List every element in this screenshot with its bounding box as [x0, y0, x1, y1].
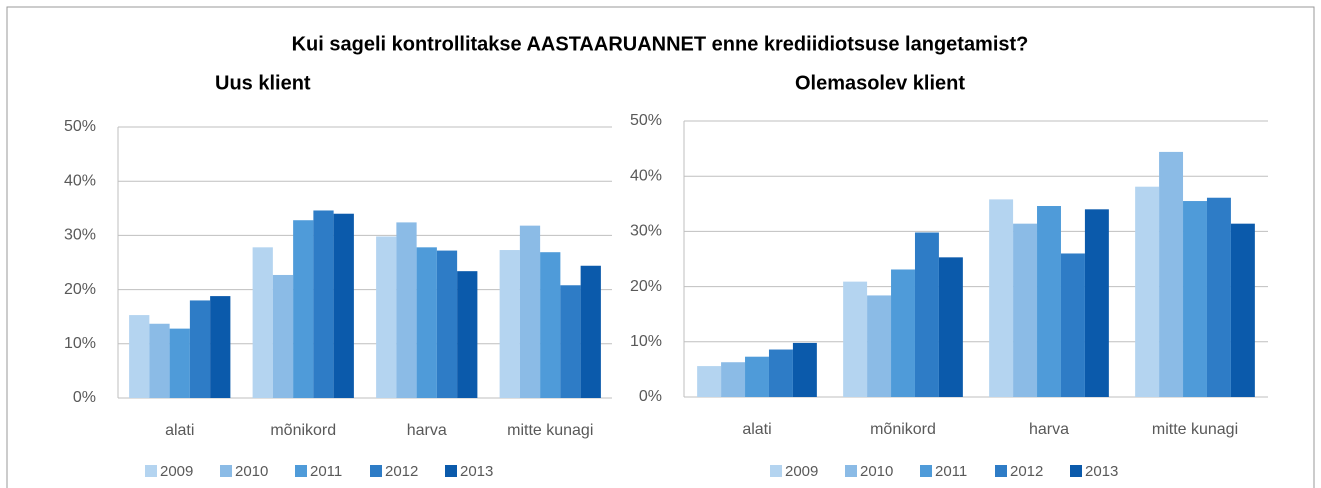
bar [843, 281, 868, 397]
x-tick-label: alati [742, 421, 771, 438]
bar [210, 296, 231, 398]
bar [129, 315, 150, 398]
y-tick-label: 40% [630, 167, 662, 184]
bar [313, 210, 334, 398]
bar [580, 265, 601, 398]
x-tick-label: alati [165, 422, 194, 439]
legend-swatch [770, 465, 782, 477]
bar [293, 220, 314, 398]
frame [6, 6, 1315, 488]
bar [149, 323, 170, 398]
x-tick-label: harva [407, 422, 447, 439]
bar [1060, 253, 1085, 397]
y-tick-label: 20% [64, 281, 96, 298]
bar [396, 222, 417, 398]
x-tick-label: mõnikord [870, 421, 936, 438]
bar [891, 269, 915, 397]
legend-swatch [1070, 465, 1082, 477]
bar [1037, 206, 1061, 397]
bar [1135, 186, 1160, 397]
legend-label: 2011 [935, 463, 967, 480]
bar [1084, 209, 1109, 397]
bar [1206, 197, 1231, 397]
legend-label: 2012 [385, 463, 418, 480]
bar [189, 300, 211, 398]
bar [333, 213, 354, 398]
bar [721, 362, 746, 397]
bar [540, 252, 561, 398]
bar [867, 295, 892, 397]
bar [697, 366, 722, 397]
legend-swatch [370, 465, 382, 477]
bar [169, 328, 190, 398]
y-tick-label: 0% [639, 388, 662, 405]
bar [938, 257, 963, 397]
bar [499, 250, 520, 398]
legend-label: 2009 [785, 463, 818, 480]
y-tick-label: 30% [630, 223, 662, 240]
legend-swatch [145, 465, 157, 477]
y-tick-label: 50% [64, 118, 96, 135]
y-tick-label: 40% [64, 172, 96, 189]
bar [252, 247, 273, 398]
x-tick-label: mitte kunagi [507, 422, 593, 439]
bar [792, 342, 817, 397]
legend-label: 2013 [1085, 463, 1118, 480]
legend-label: 2009 [160, 463, 193, 480]
subchart-title: Uus klient [215, 72, 311, 94]
bar [1159, 151, 1184, 397]
legend-swatch [845, 465, 857, 477]
legend-swatch [295, 465, 307, 477]
legend-label: 2013 [460, 463, 493, 480]
y-tick-label: 30% [64, 227, 96, 244]
legend-label: 2010 [235, 463, 268, 480]
legend-label: 2010 [860, 463, 893, 480]
bar [1183, 201, 1207, 397]
y-tick-label: 50% [630, 112, 662, 129]
bar [560, 285, 581, 398]
subchart-title: Olemasolev klient [795, 72, 965, 94]
legend-swatch [220, 465, 232, 477]
y-tick-label: 10% [630, 333, 662, 350]
bar [416, 247, 437, 398]
bar [376, 236, 397, 398]
bar [989, 199, 1014, 397]
bar [914, 232, 939, 397]
bar [272, 274, 294, 398]
x-tick-label: mitte kunagi [1152, 421, 1238, 438]
y-tick-label: 0% [73, 389, 96, 406]
bar [768, 349, 793, 397]
y-tick-label: 10% [64, 335, 96, 352]
bar [745, 356, 769, 397]
bar [1230, 223, 1255, 397]
legend-swatch [445, 465, 457, 477]
legend-swatch [995, 465, 1007, 477]
legend-swatch [920, 465, 932, 477]
legend-label: 2011 [310, 463, 342, 480]
bar [1013, 223, 1038, 397]
bar [519, 225, 541, 398]
bar [436, 250, 458, 398]
y-tick-label: 20% [630, 278, 662, 295]
legend-label: 2012 [1010, 463, 1043, 480]
x-tick-label: harva [1029, 421, 1069, 438]
bar [457, 271, 478, 398]
x-tick-label: mõnikord [270, 422, 336, 439]
chart-title: Kui sageli kontrollitakse AASTAARUANNET … [292, 33, 1029, 55]
